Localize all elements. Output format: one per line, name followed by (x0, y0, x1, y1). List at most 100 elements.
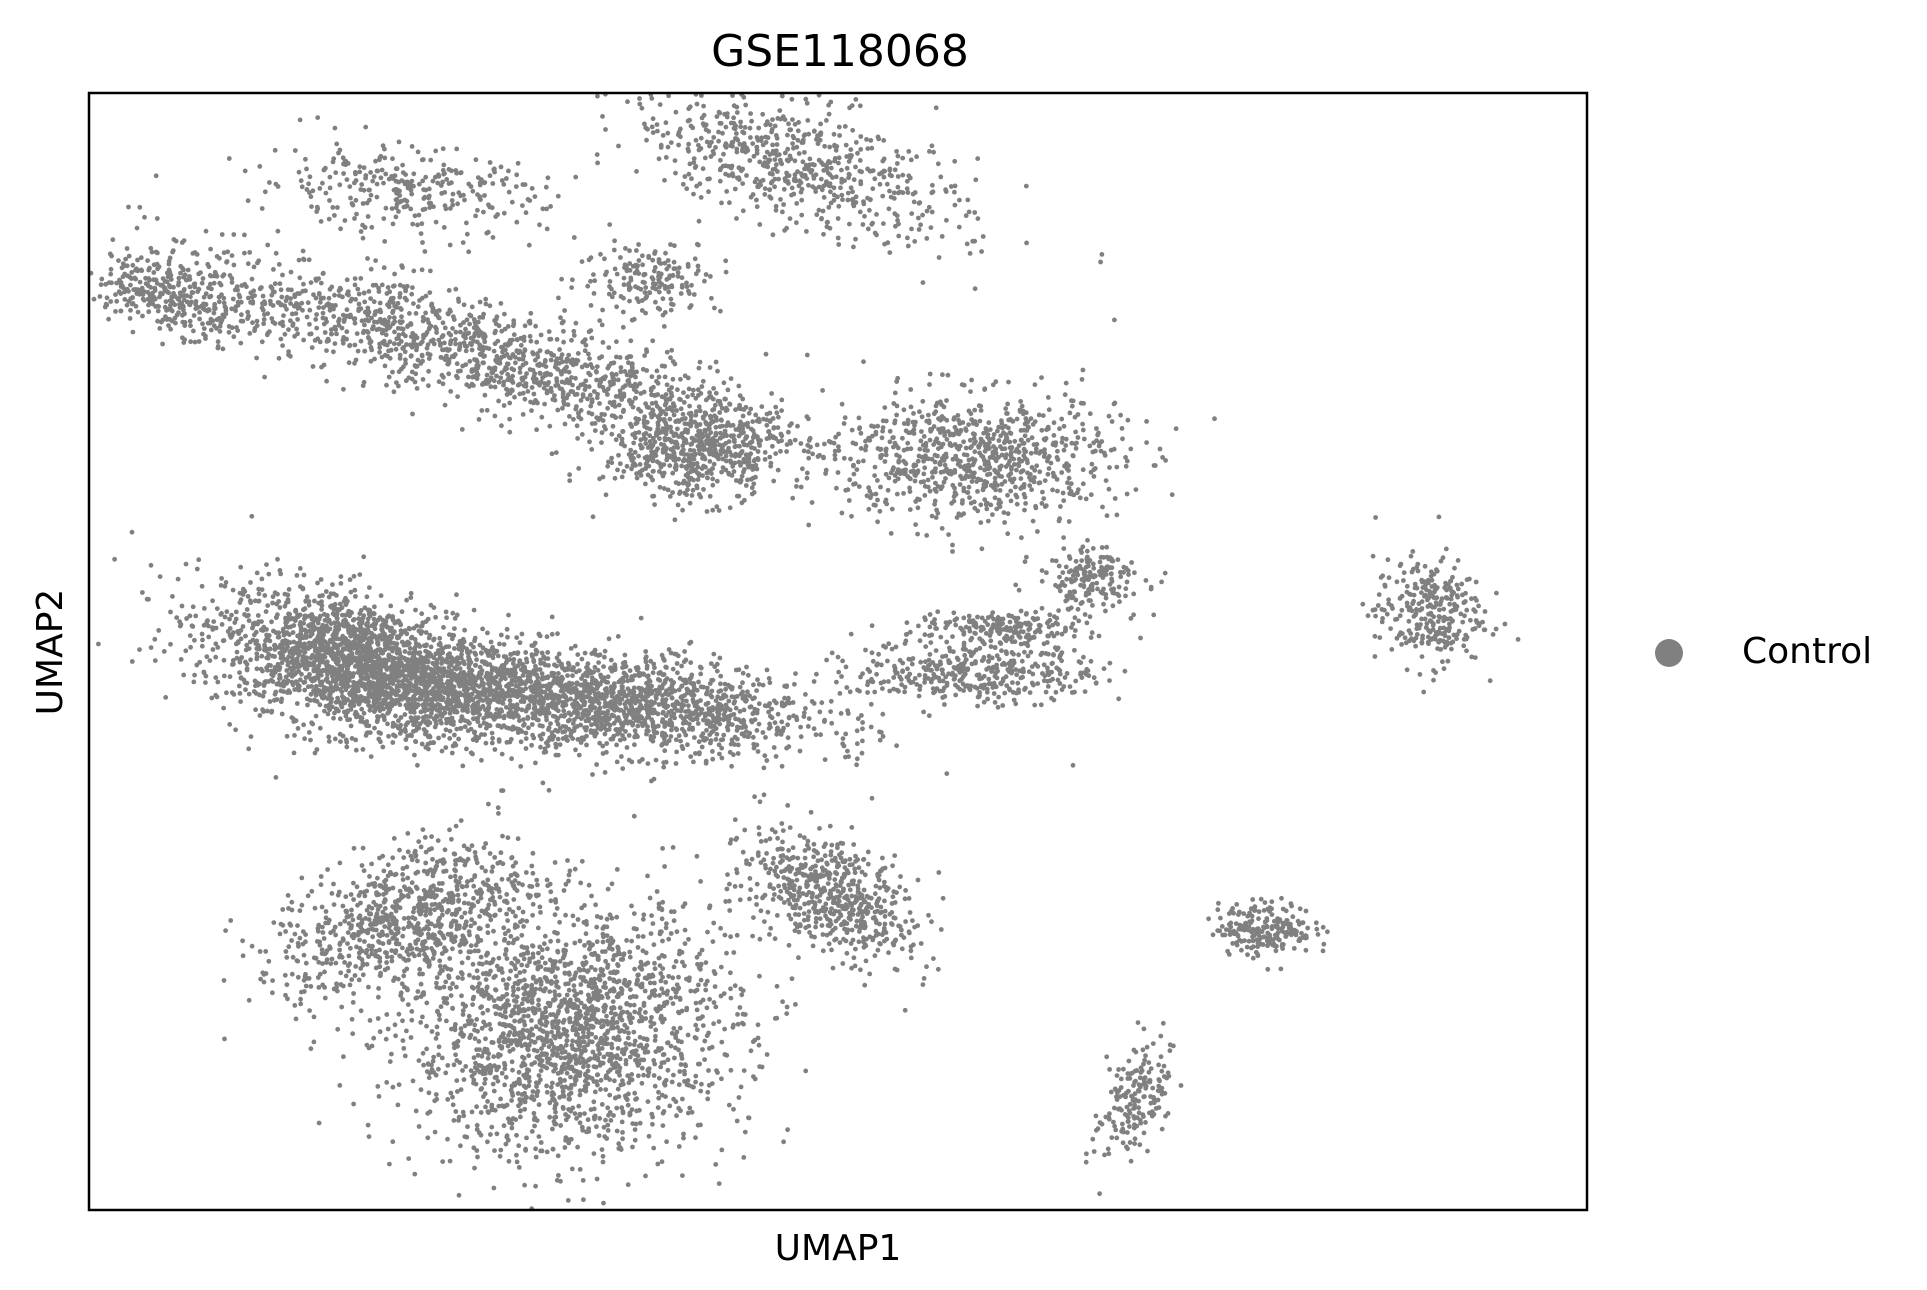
data-point (614, 914, 620, 920)
data-point (295, 726, 301, 731)
data-point (571, 665, 576, 670)
data-point (237, 670, 242, 675)
data-point (362, 605, 368, 611)
data-point (607, 1092, 613, 1098)
data-point (447, 710, 453, 716)
data-point (756, 721, 762, 727)
data-point (237, 691, 243, 696)
data-point (240, 624, 246, 629)
data-point (163, 695, 169, 700)
data-point (519, 631, 525, 637)
data-point (600, 692, 605, 697)
data-point (384, 1080, 390, 1085)
data-point (642, 1050, 648, 1055)
data-point (219, 611, 224, 616)
data-point (473, 662, 479, 668)
data-point (693, 751, 698, 756)
data-point (532, 701, 537, 707)
data-point (238, 628, 244, 633)
data-point (690, 697, 696, 702)
data-point (471, 607, 477, 613)
data-point (554, 979, 560, 984)
data-point (256, 598, 262, 604)
data-point (324, 659, 330, 665)
data-point (663, 705, 669, 710)
data-point (370, 682, 376, 688)
data-point (477, 961, 482, 966)
data-point (304, 594, 310, 600)
data-point (251, 622, 256, 628)
data-point (634, 707, 639, 713)
data-point (746, 734, 751, 740)
data-point (305, 702, 310, 708)
data-point (199, 583, 205, 589)
data-point (253, 707, 258, 713)
data-point (447, 728, 453, 734)
data-point (306, 673, 312, 678)
data-point (390, 740, 396, 745)
data-point (489, 679, 495, 685)
data-point (425, 665, 431, 670)
data-point (755, 677, 760, 683)
data-point (474, 657, 479, 663)
data-point (331, 715, 336, 721)
data-point (378, 593, 384, 599)
data-point (716, 711, 721, 717)
data-point (700, 1047, 705, 1052)
data-point (840, 741, 846, 747)
data-point (659, 652, 665, 658)
data-point (325, 711, 331, 717)
data-point (311, 1014, 317, 1020)
data-point (317, 679, 323, 685)
data-point (284, 733, 290, 739)
data-point (533, 694, 538, 700)
data-point (343, 602, 349, 608)
data-point (436, 1066, 441, 1072)
data-point (454, 592, 459, 598)
data-point (406, 1156, 412, 1161)
data-point (575, 661, 580, 667)
data-point (317, 593, 323, 599)
data-point (414, 667, 420, 672)
data-point (593, 1035, 599, 1040)
data-point (676, 733, 682, 739)
data-point (189, 623, 195, 629)
data-point (566, 726, 572, 732)
data-point (484, 714, 490, 719)
data-point (285, 662, 291, 668)
data-point (636, 972, 641, 978)
data-point (383, 1036, 389, 1042)
data-point (544, 1089, 550, 1095)
data-point (421, 727, 427, 732)
data-point (682, 649, 687, 654)
data-point (338, 739, 343, 744)
data-point (317, 702, 323, 708)
data-point (213, 654, 219, 660)
data-point (344, 682, 350, 688)
data-point (779, 763, 785, 769)
data-point (750, 711, 756, 717)
data-point (565, 858, 570, 863)
data-point (470, 1002, 475, 1007)
data-point (449, 717, 455, 723)
data-point (485, 630, 490, 636)
data-point (603, 700, 608, 706)
data-point (586, 688, 591, 694)
data-point (686, 726, 692, 732)
data-point (635, 977, 640, 983)
data-point (323, 687, 329, 692)
data-point (177, 619, 183, 625)
data-point (369, 639, 374, 645)
data-point (380, 744, 386, 750)
data-point (677, 675, 683, 681)
data-point (485, 1099, 490, 1104)
data-point (645, 715, 650, 720)
data-point (681, 729, 687, 735)
data-point (289, 674, 295, 679)
data-point (485, 1007, 491, 1013)
data-point (721, 732, 727, 738)
data-point (194, 566, 200, 572)
data-point (620, 1136, 625, 1142)
data-point (501, 715, 507, 721)
data-point (343, 618, 349, 624)
